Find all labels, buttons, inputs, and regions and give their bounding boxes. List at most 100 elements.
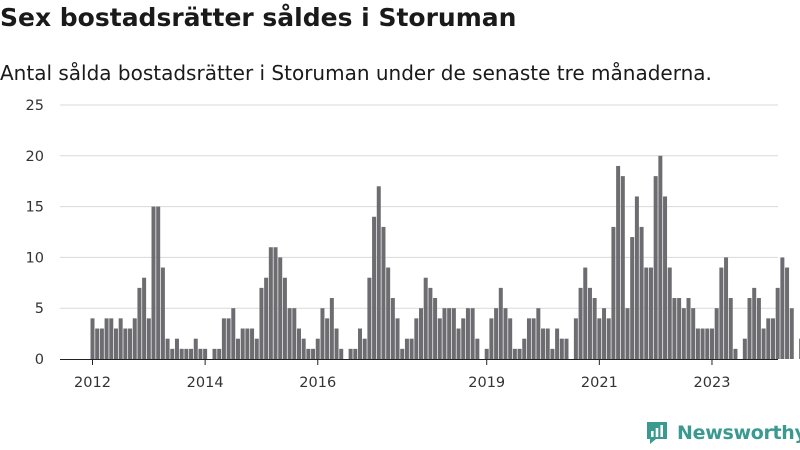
bar [203, 348, 208, 359]
bar [555, 328, 560, 359]
x-tick-label: 2023 [694, 375, 731, 391]
bar [456, 328, 461, 359]
bar [174, 338, 179, 359]
bar [526, 318, 531, 359]
bar [311, 348, 316, 359]
y-tick-label: 5 [35, 301, 44, 317]
bar [221, 318, 226, 359]
bar [644, 267, 649, 359]
y-tick-label: 20 [26, 149, 44, 165]
bar [282, 277, 287, 359]
bar [747, 298, 752, 359]
bar [273, 247, 278, 359]
bar [226, 318, 231, 359]
bar [95, 328, 100, 359]
bar [564, 338, 569, 359]
bar [630, 237, 635, 359]
bar [151, 206, 156, 359]
bar [118, 318, 123, 359]
bar [372, 216, 377, 359]
bar [587, 287, 592, 359]
bar [367, 277, 372, 359]
bar [414, 318, 419, 359]
bar [780, 257, 785, 359]
bar [461, 318, 466, 359]
bar [761, 328, 766, 359]
bar [245, 328, 250, 359]
y-tick-label: 10 [26, 250, 44, 266]
bar [667, 267, 672, 359]
bar [639, 226, 644, 359]
bar [728, 298, 733, 359]
gridlines [60, 104, 778, 309]
bar [259, 287, 264, 359]
bar [503, 308, 508, 359]
bar [545, 328, 550, 359]
bar [400, 348, 405, 359]
bar [602, 308, 607, 359]
bar [395, 318, 400, 359]
bar [517, 348, 522, 359]
bar [634, 196, 639, 359]
bar [437, 318, 442, 359]
bar [508, 318, 513, 359]
chart-title: Sex bostadsrätter såldes i Storuman [0, 3, 517, 32]
bar [700, 328, 705, 359]
bar [306, 348, 311, 359]
bar [616, 165, 621, 359]
x-tick-label: 2021 [581, 375, 618, 391]
bar [498, 287, 503, 359]
bar [358, 328, 362, 359]
bar [142, 277, 147, 359]
bar [390, 298, 395, 359]
x-tick-label: 2016 [299, 375, 336, 391]
bar [752, 287, 757, 359]
bar [409, 338, 414, 359]
bar [451, 308, 456, 359]
bar [184, 348, 189, 359]
bar [648, 267, 653, 359]
bar [663, 196, 668, 359]
bar [419, 308, 424, 359]
bar [156, 206, 161, 359]
bar [611, 226, 616, 359]
bar [386, 267, 391, 359]
bar [512, 348, 517, 359]
bar [742, 338, 747, 359]
bar [287, 308, 292, 359]
bar [320, 308, 325, 359]
bar [292, 308, 297, 359]
bar [733, 348, 738, 359]
bar [541, 328, 546, 359]
bar [442, 308, 447, 359]
bar [677, 298, 682, 359]
bar [785, 267, 790, 359]
bar [620, 176, 625, 359]
bar [681, 308, 686, 359]
x-tick-label: 2019 [468, 375, 505, 391]
x-tick-label: 2014 [187, 375, 224, 391]
brand-name: Newsworthy [677, 422, 800, 444]
bar [606, 318, 611, 359]
bar [301, 338, 306, 359]
bar [789, 308, 794, 359]
bar [250, 328, 255, 359]
bar [691, 308, 696, 359]
bar [165, 338, 170, 359]
bar [625, 308, 630, 359]
bar [212, 348, 217, 359]
bar [423, 277, 428, 359]
bar [653, 176, 658, 359]
bar [447, 308, 452, 359]
x-tick-label: 2012 [74, 375, 111, 391]
bar [658, 155, 663, 359]
bar [470, 308, 475, 359]
bar [376, 186, 381, 359]
bar [362, 338, 367, 359]
bar [104, 318, 109, 359]
bar [348, 348, 353, 359]
bar [128, 328, 133, 359]
x-axis [60, 359, 778, 365]
bar [235, 338, 240, 359]
